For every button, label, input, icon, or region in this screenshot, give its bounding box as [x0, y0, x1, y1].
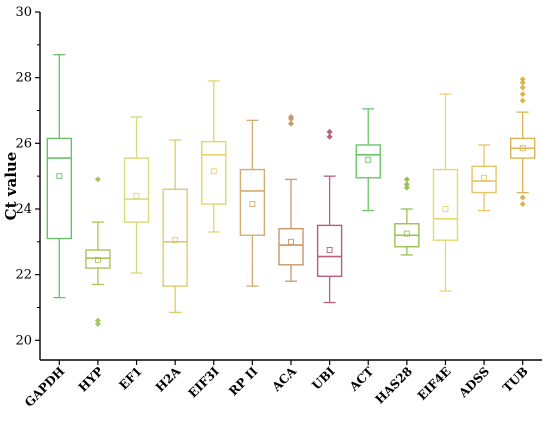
iqr-box-ef1: [123, 157, 150, 223]
outlier-tub-1: [519, 79, 526, 86]
mean-marker-has28: [403, 230, 410, 237]
outlier-aca-1: [288, 115, 294, 122]
mean-marker-hyp: [94, 256, 101, 263]
outlier-ubi-1: [326, 133, 333, 140]
outlier-has28-1: [403, 181, 410, 188]
iqr-box-eif4e: [432, 168, 459, 241]
y-tick-label-24: 24: [15, 202, 32, 217]
box-ef1: [123, 116, 150, 274]
iqr-box-adss: [471, 165, 497, 194]
category-label-tub: TUB: [500, 364, 531, 395]
mean-marker-tub: [519, 145, 526, 152]
mean-marker-act: [365, 156, 372, 163]
mean-marker-ef1: [133, 192, 140, 199]
category-label-gapdh: GAPDH: [22, 364, 67, 409]
box-adss: [471, 144, 497, 212]
category-label-has28: HAS28: [373, 364, 415, 406]
y-tick-label-30: 30: [15, 5, 32, 20]
category-label-act: ACT: [346, 364, 376, 394]
mean-marker-eif4e: [442, 206, 449, 212]
outlier-hyp-1: [94, 317, 101, 324]
outlier-has28-0: [403, 176, 410, 183]
outlier-tub-4: [519, 97, 526, 104]
iqr-box-rp-ii: [239, 168, 266, 236]
iqr-box-eif3i: [201, 140, 227, 205]
mean-marker-adss: [481, 174, 488, 181]
iqr-box-hyp: [85, 249, 111, 269]
outlier-tub-6: [519, 201, 526, 208]
box-has28: [394, 176, 420, 256]
y-tick-label-28: 28: [15, 71, 32, 86]
box-gapdh: [46, 54, 73, 299]
outlier-aca-2: [288, 120, 294, 127]
mean-marker-aca: [288, 238, 294, 245]
iqr-box-gapdh: [46, 137, 73, 240]
iqr-box-h2a: [162, 188, 188, 287]
outlier-hyp-0: [94, 176, 101, 183]
axes: 20 22 24 26 28 30 GAPDH HYP EF1 H2A EIF3I RP II ACA U…: [15, 5, 542, 410]
mean-marker-rp-ii: [249, 201, 256, 208]
box-aca: [278, 114, 304, 282]
outlier-has28-2: [403, 184, 410, 191]
box-rp-ii: [239, 119, 266, 287]
box-ubi: [316, 128, 343, 304]
category-label-ubi: UBI: [309, 364, 338, 393]
box-hyp: [85, 176, 111, 327]
category-label-rp-ii: RP II: [226, 364, 260, 398]
outlier-tub-5: [519, 194, 526, 201]
outlier-tub-2: [519, 84, 526, 91]
category-label-adss: ADSS: [456, 364, 493, 401]
outlier-tub-0: [519, 76, 526, 83]
box-tub: [509, 76, 536, 208]
y-tick-label-22: 22: [15, 268, 32, 283]
box-eif3i: [201, 80, 227, 233]
box-h2a: [162, 139, 188, 314]
y-tick-label-20: 20: [15, 333, 32, 348]
category-label-aca: ACA: [269, 364, 300, 395]
iqr-box-ubi: [316, 224, 343, 277]
plot-area: [46, 54, 536, 327]
y-axis-title: Ct value: [2, 152, 20, 221]
mean-marker-ubi: [326, 247, 333, 253]
iqr-box-aca: [278, 227, 304, 266]
iqr-box-act: [355, 144, 381, 179]
box-eif4e: [432, 93, 459, 292]
category-label-eif4e: EIF4E: [415, 364, 454, 403]
outlier-ubi-0: [326, 128, 333, 135]
category-label-h2a: H2A: [153, 364, 184, 395]
mean-marker-h2a: [172, 237, 179, 244]
outlier-hyp-2: [94, 320, 101, 327]
category-label-hyp: HYP: [76, 364, 106, 394]
y-tick-label-26: 26: [15, 136, 32, 151]
mean-marker-eif3i: [210, 168, 217, 175]
category-label-eif3i: EIF3I: [186, 364, 223, 401]
mean-marker-gapdh: [56, 173, 63, 180]
outlier-tub-3: [519, 91, 526, 98]
box-act: [355, 108, 381, 212]
category-label-ef1: EF1: [116, 364, 144, 392]
